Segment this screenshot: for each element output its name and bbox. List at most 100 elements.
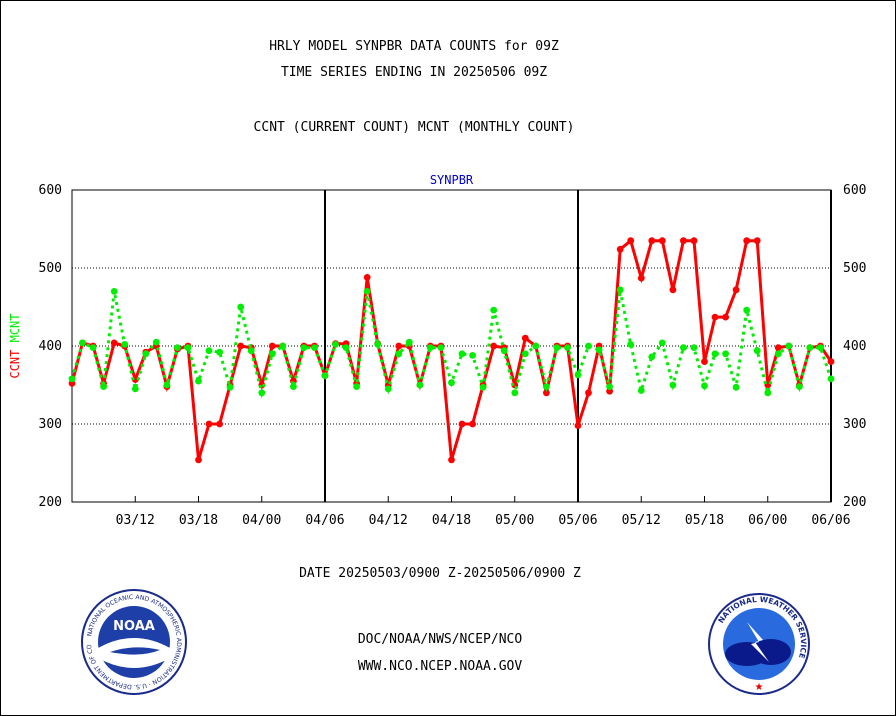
x-tick-label-06/00: 06/00 bbox=[748, 513, 787, 528]
point-mcnt-8 bbox=[152, 338, 160, 346]
point-mcnt-54 bbox=[637, 387, 645, 394]
point-ccnt-53 bbox=[627, 237, 635, 245]
point-ccnt-65 bbox=[753, 237, 761, 245]
y-tick-left-200: 200 bbox=[39, 495, 62, 510]
point-mcnt-51 bbox=[606, 383, 613, 390]
point-ccnt-14 bbox=[216, 420, 224, 428]
point-ccnt-37 bbox=[458, 420, 466, 428]
x-tick-label-03/12: 03/12 bbox=[116, 513, 155, 528]
point-mcnt-21 bbox=[290, 383, 297, 390]
point-mcnt-32 bbox=[405, 338, 413, 346]
x-tick-label-05/00: 05/00 bbox=[495, 513, 534, 528]
point-mcnt-2 bbox=[89, 344, 97, 351]
point-mcnt-38 bbox=[469, 352, 476, 359]
point-mcnt-1 bbox=[79, 339, 86, 347]
y-axis-label: CCNT MCNT bbox=[8, 313, 22, 378]
point-mcnt-58 bbox=[680, 344, 687, 351]
point-mcnt-70 bbox=[806, 344, 814, 351]
point-mcnt-17 bbox=[247, 347, 255, 355]
org-line: DOC/NOAA/NWS/NCEP/NCO bbox=[357, 632, 523, 647]
y-tick-right-300: 300 bbox=[843, 417, 866, 432]
point-mcnt-37 bbox=[458, 350, 466, 358]
point-mcnt-48 bbox=[574, 371, 582, 379]
point-ccnt-63 bbox=[732, 286, 740, 294]
point-ccnt-59 bbox=[690, 237, 698, 245]
y-label-ccnt: CCNT bbox=[8, 342, 22, 378]
y-tick-right-200: 200 bbox=[843, 495, 866, 510]
point-mcnt-13 bbox=[205, 347, 213, 355]
point-mcnt-35 bbox=[437, 344, 445, 351]
point-mcnt-68 bbox=[785, 342, 793, 350]
header-line-3: CCNT (CURRENT COUNT) MCNT (MONTHLY COUNT… bbox=[253, 120, 575, 135]
point-mcnt-42 bbox=[511, 389, 519, 397]
point-ccnt-45 bbox=[543, 389, 550, 397]
point-mcnt-19 bbox=[268, 350, 276, 358]
point-mcnt-34 bbox=[427, 344, 434, 351]
point-ccnt-43 bbox=[521, 334, 529, 342]
x-tick-label-04/12: 04/12 bbox=[369, 513, 408, 528]
header-line-2: TIME SERIES ENDING IN 20250506 09Z bbox=[280, 65, 548, 80]
series-line-mcnt bbox=[70, 289, 833, 399]
point-ccnt-48 bbox=[574, 422, 582, 429]
point-ccnt-56 bbox=[658, 237, 666, 245]
point-mcnt-39 bbox=[479, 383, 487, 391]
point-mcnt-22 bbox=[300, 344, 308, 351]
y-tick-left-500: 500 bbox=[39, 261, 62, 276]
point-mcnt-52 bbox=[616, 286, 624, 294]
point-mcnt-60 bbox=[701, 382, 708, 390]
point-mcnt-16 bbox=[237, 303, 245, 311]
header-line-1: HRLY MODEL SYNPBR DATA COUNTS for 09Z bbox=[269, 39, 559, 54]
point-mcnt-7 bbox=[142, 350, 150, 358]
point-mcnt-25 bbox=[332, 341, 339, 348]
point-ccnt-40 bbox=[490, 342, 498, 350]
point-ccnt-62 bbox=[722, 313, 729, 321]
x-tick-label-05/12: 05/12 bbox=[622, 513, 661, 528]
y-label-mcnt: MCNT bbox=[8, 313, 22, 342]
point-mcnt-61 bbox=[711, 350, 719, 358]
point-ccnt-16 bbox=[237, 342, 245, 350]
website-link[interactable]: WWW.NCO.NCEP.NOAA.GOV bbox=[357, 659, 523, 674]
point-mcnt-44 bbox=[532, 342, 540, 350]
point-mcnt-27 bbox=[353, 383, 360, 390]
point-mcnt-47 bbox=[564, 344, 571, 351]
chart-title: SYNPBR bbox=[430, 173, 474, 187]
point-mcnt-46 bbox=[553, 344, 561, 351]
point-ccnt-4 bbox=[110, 339, 118, 347]
point-mcnt-36 bbox=[448, 379, 455, 387]
point-ccnt-61 bbox=[711, 313, 719, 321]
y-tick-left-300: 300 bbox=[39, 417, 62, 432]
point-mcnt-20 bbox=[279, 342, 287, 350]
point-ccnt-19 bbox=[268, 342, 276, 350]
point-ccnt-36 bbox=[448, 456, 455, 464]
point-mcnt-6 bbox=[131, 385, 139, 393]
point-ccnt-13 bbox=[205, 420, 213, 428]
point-mcnt-29 bbox=[374, 341, 382, 348]
point-ccnt-49 bbox=[585, 389, 592, 397]
x-tick-label-04/00: 04/00 bbox=[242, 513, 281, 528]
x-tick-label-06/06: 06/06 bbox=[811, 513, 850, 528]
point-ccnt-28 bbox=[363, 274, 371, 281]
point-mcnt-24 bbox=[321, 372, 329, 379]
point-mcnt-53 bbox=[627, 341, 635, 348]
point-mcnt-62 bbox=[722, 350, 729, 358]
point-mcnt-11 bbox=[184, 344, 192, 351]
y-tick-right-600: 600 bbox=[843, 183, 866, 198]
point-mcnt-18 bbox=[258, 389, 266, 397]
point-mcnt-63 bbox=[732, 383, 740, 391]
x-tick-label-04/18: 04/18 bbox=[432, 513, 471, 528]
point-mcnt-72 bbox=[827, 375, 835, 383]
point-ccnt-64 bbox=[743, 237, 751, 245]
x-tick-label-05/18: 05/18 bbox=[685, 513, 724, 528]
point-ccnt-54 bbox=[637, 274, 645, 282]
x-tick-label-03/18: 03/18 bbox=[179, 513, 218, 528]
date-range: DATE 20250503/0900 Z-20250506/0900 Z bbox=[299, 566, 581, 581]
point-mcnt-59 bbox=[690, 344, 698, 351]
point-mcnt-33 bbox=[416, 381, 424, 389]
point-mcnt-23 bbox=[311, 344, 318, 351]
point-mcnt-65 bbox=[753, 347, 761, 355]
point-mcnt-57 bbox=[669, 381, 677, 389]
point-ccnt-52 bbox=[616, 245, 624, 253]
noaa-logo-text: NOAA bbox=[113, 619, 155, 634]
point-ccnt-57 bbox=[669, 286, 677, 294]
